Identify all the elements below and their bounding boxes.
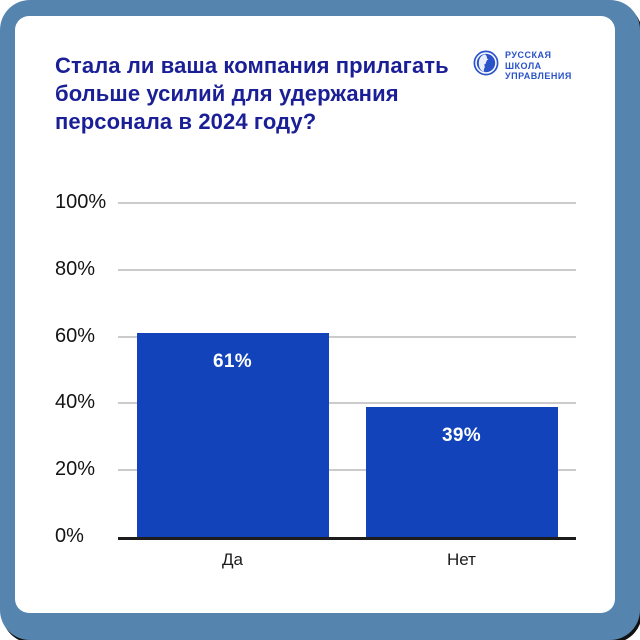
y-tick-label-80: 80%: [55, 257, 96, 280]
y-tick-label-20: 20%: [55, 458, 96, 481]
rsu-logo-text: РУССКАЯ ШКОЛА УПРАВЛЕНИЯ: [505, 50, 572, 82]
bar-slot-Нет: 39%: [347, 203, 576, 537]
rsu-logo-line-1: РУССКАЯ: [505, 50, 552, 60]
rsu-logo-line-3: УПРАВЛЕНИЯ: [505, 71, 572, 81]
category-label-Нет: Нет: [447, 550, 476, 569]
category-label-Да: Да: [222, 550, 243, 569]
gridline-80: [118, 268, 576, 271]
bar-Да: 61%: [136, 333, 329, 537]
bar-Нет: 39%: [365, 406, 558, 537]
bar-value-label-Да: 61%: [213, 351, 252, 373]
rsu-logo-line-2: ШКОЛА: [505, 60, 542, 71]
chart-title-line-1: Стала ли ваша компания прилагать: [55, 53, 449, 78]
gridline-40: [118, 402, 576, 405]
y-tick-label-100: 100%: [55, 191, 107, 213]
y-tick-label-40: 40%: [55, 391, 96, 414]
y-tick-label-0: 0%: [55, 525, 84, 547]
gridline-60: [118, 335, 576, 338]
chart-title-line-2: больше усилий для удержания: [55, 81, 399, 106]
x-axis-category-labels: Да Нет: [118, 550, 576, 574]
gridline-20: [118, 469, 576, 472]
y-tick-label-60: 60%: [55, 324, 96, 347]
bar-value-label-Нет: 39%: [442, 424, 481, 446]
gridline-100: [118, 202, 576, 204]
infographic-card: Стала ли ваша компания прилагать больше …: [15, 16, 615, 613]
plot-area: 100% 80% 60% 40% 20% 0% 61% 39%: [55, 191, 576, 547]
chart-title-line-3: персонала в 2024 году?: [55, 109, 317, 134]
bar-slot-Да: 61%: [118, 203, 347, 537]
chart-title: Стала ли ваша компания прилагать больше …: [55, 52, 475, 136]
globe-icon: [473, 50, 499, 81]
rsu-logo: РУССКАЯ ШКОЛА УПРАВЛЕНИЯ: [473, 50, 572, 82]
